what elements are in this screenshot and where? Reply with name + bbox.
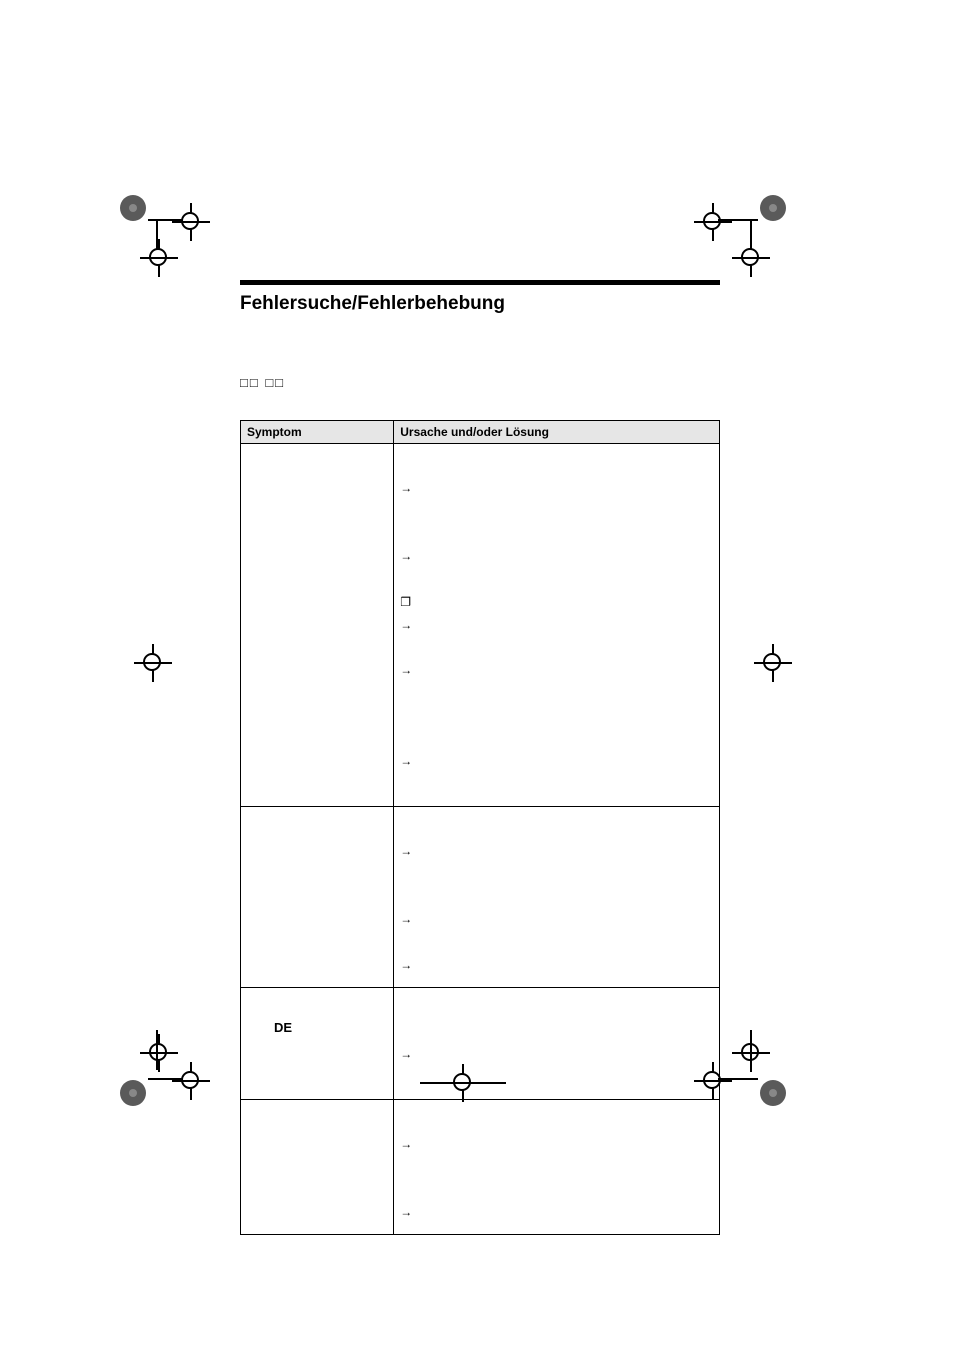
arrow-icon: → xyxy=(400,659,414,682)
table-row: → → ❐→ → → xyxy=(241,444,720,807)
arrow-icon: → xyxy=(400,840,414,863)
arrow-icon: → xyxy=(400,545,414,568)
regmark-bl xyxy=(120,1040,180,1100)
arrow-icon: → xyxy=(400,614,414,637)
arrow-icon: → xyxy=(400,954,414,977)
cause-cell: → xyxy=(394,987,720,1099)
arrow-icon: → xyxy=(400,908,414,931)
regmark-tl xyxy=(120,195,180,255)
arrow-icon: → xyxy=(400,750,414,773)
arrow-icon: → xyxy=(400,1201,414,1224)
page-title: Fehlersuche/Fehlerbehebung xyxy=(240,293,720,315)
troubleshooting-table: Symptom Ursache und/oder Lösung → → ❐→ →… xyxy=(240,420,720,1235)
table-row: → xyxy=(241,987,720,1099)
table-row: → → → xyxy=(241,806,720,987)
table-row: → → xyxy=(241,1099,720,1234)
page-footer: DE xyxy=(268,1020,292,1035)
cause-cell: → → → xyxy=(394,806,720,987)
top-rule xyxy=(240,280,720,285)
lang-code: DE xyxy=(274,1020,292,1035)
regmark-tr xyxy=(700,195,760,255)
subhead: □□ □□ xyxy=(240,375,720,390)
cause-cell: → → xyxy=(394,1099,720,1234)
col-cause: Ursache und/oder Lösung xyxy=(394,421,720,444)
symptom-cell xyxy=(241,1099,394,1234)
page-content: Fehlersuche/Fehlerbehebung □□ □□ Symptom… xyxy=(240,280,720,1235)
symptom-cell xyxy=(241,444,394,807)
arrow-icon: → xyxy=(400,477,414,500)
symptom-cell xyxy=(241,806,394,987)
battery-icon: ❐ xyxy=(400,591,411,614)
arrow-icon: → xyxy=(400,1043,414,1066)
col-symptom: Symptom xyxy=(241,421,394,444)
arrow-icon: → xyxy=(400,1133,414,1156)
symptom-cell xyxy=(241,987,394,1099)
cause-cell: → → ❐→ → → xyxy=(394,444,720,807)
